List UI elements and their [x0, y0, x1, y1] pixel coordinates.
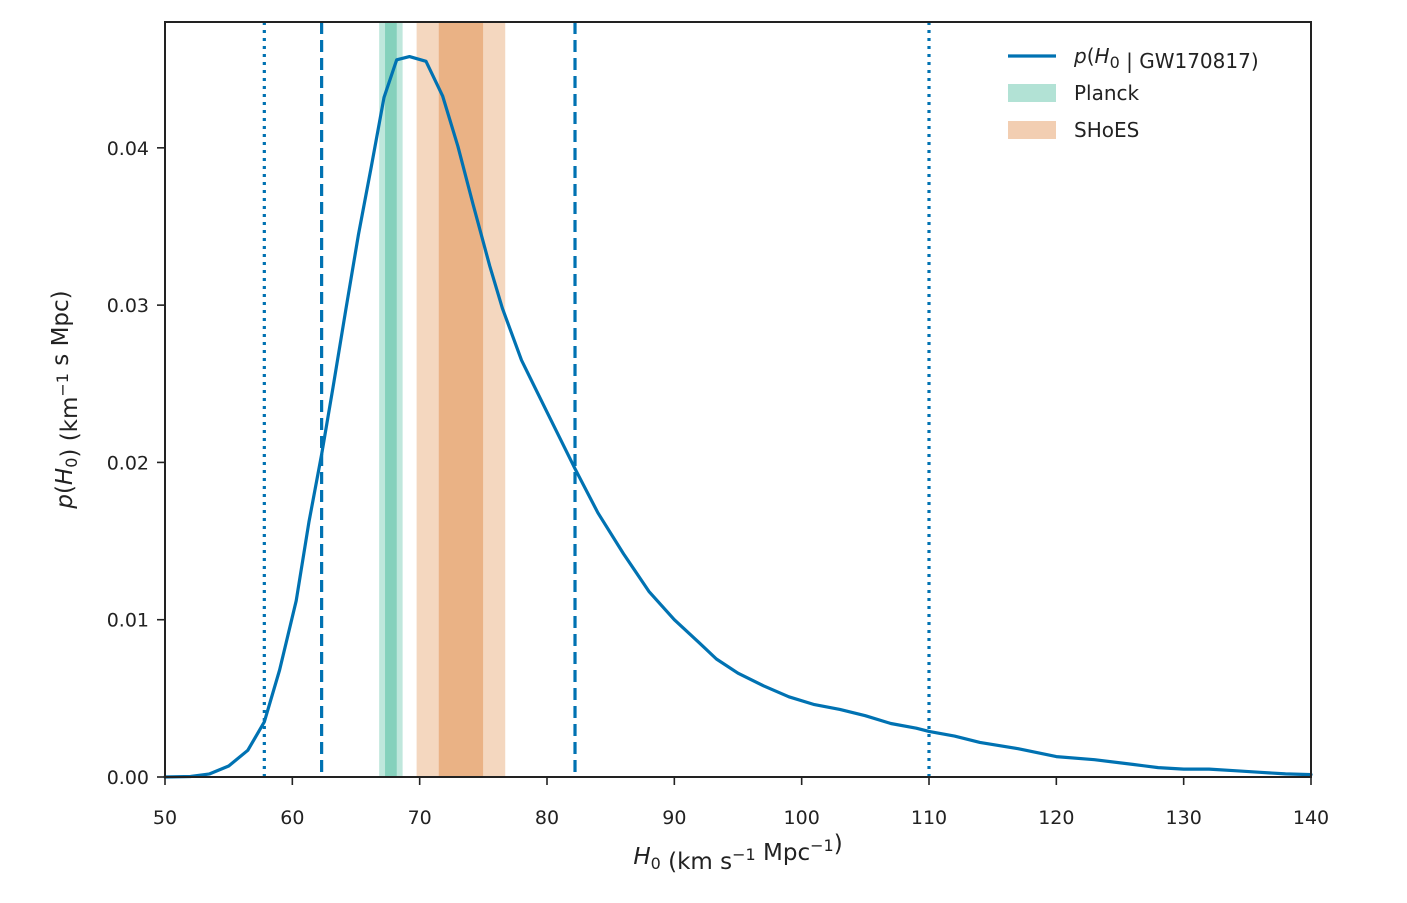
x-tick-label: 130: [1166, 807, 1202, 829]
x-tick-label: 140: [1293, 807, 1329, 829]
x-tick-label: 90: [662, 807, 686, 829]
vlines-layer: [262, 22, 931, 777]
plot-frame: [164, 21, 1312, 778]
planck-band-2sigma: [379, 22, 403, 777]
x-tick-label: 80: [535, 807, 559, 829]
y-tick-label: 0.00: [107, 767, 149, 789]
x-tick-label: 120: [1038, 807, 1074, 829]
shoes-band-1sigma: [438, 22, 484, 777]
shoes-band-2sigma: [416, 22, 506, 777]
x-tick-label: 70: [408, 807, 432, 829]
legend-label: p(H0 | GW170817): [1073, 44, 1259, 73]
axes-layer: 50 60 70 80 90 100 110 120 130 140 0.00 0.01 0.02 0.0…: [48, 21, 1329, 875]
y-axis-label: p(H0) (km−1 s Mpc): [48, 290, 83, 509]
x-axis-label: H0 (km s−1 Mpc−1): [633, 831, 842, 875]
planck-band-1sigma: [385, 22, 397, 777]
y-tick-label: 0.02: [107, 452, 149, 474]
legend-swatch-planck: [1008, 84, 1056, 102]
y-tick-label: 0.03: [107, 295, 149, 317]
x-tick-label: 110: [911, 807, 947, 829]
legend-label: Planck: [1074, 81, 1140, 105]
legend-label: SHoES: [1074, 118, 1139, 142]
legend: p(H0 | GW170817) Planck SHoES: [1008, 44, 1259, 142]
series-layer: [163, 54, 1313, 779]
bands-layer: [379, 22, 506, 777]
x-tick-label: 100: [784, 807, 820, 829]
x-tick-label: 50: [153, 807, 177, 829]
x-tick-label: 60: [280, 807, 304, 829]
posterior-curve: [163, 54, 1313, 779]
legend-swatch-shoes: [1008, 121, 1056, 139]
y-tick-label: 0.04: [107, 138, 149, 160]
y-tick-label: 0.01: [107, 610, 149, 632]
